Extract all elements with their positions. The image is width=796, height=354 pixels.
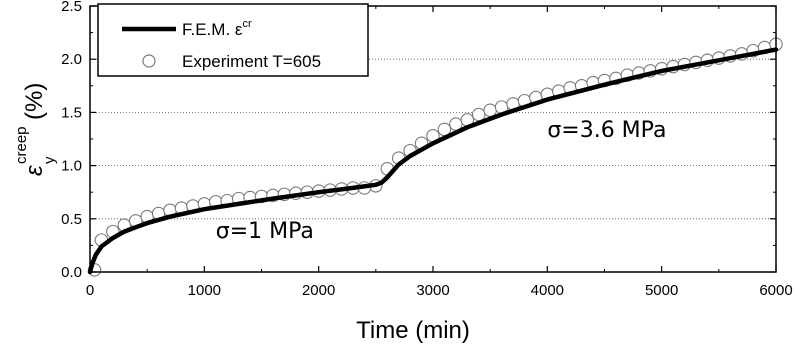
experiment-point <box>471 107 486 122</box>
legend-fem-label: F.E.M. εcr <box>182 18 252 39</box>
y-tick-label: 1.5 <box>61 104 82 121</box>
y-axis-subscript: y <box>41 156 58 164</box>
y-axis-title: ε y creep (%) <box>13 83 58 176</box>
x-tick-label: 6000 <box>759 282 792 299</box>
y-tick-label: 1.0 <box>61 158 82 175</box>
legend-marker-swatch <box>142 54 156 68</box>
y-axis-superscript: creep <box>13 126 30 164</box>
tick-labels: 0.0 0.5 1.0 1.5 2.0 2.5 0 1000 2000 3000 4000 5000 6… <box>61 0 793 299</box>
stress-annotation: σ=1 MPa <box>216 219 314 244</box>
legend-experiment-label: Experiment T=605 <box>182 52 321 71</box>
x-tick-label: 4000 <box>531 282 564 299</box>
stress-annotation: σ=3.6 MPa <box>547 118 666 143</box>
y-axis-epsilon: ε <box>21 165 48 176</box>
legend: F.E.M. εcr Experiment T=605 <box>97 3 369 77</box>
experiment-point <box>483 103 497 118</box>
x-axis-title: Time (min) <box>356 317 470 344</box>
x-tick-label: 3000 <box>416 282 449 299</box>
y-axis-unit: (%) <box>21 83 48 120</box>
y-tick-label: 2.0 <box>61 51 82 68</box>
fem-line <box>87 47 779 275</box>
x-tick-label: 2000 <box>302 282 335 299</box>
y-tick-label: 0.5 <box>61 211 82 228</box>
x-tick-label: 5000 <box>645 282 678 299</box>
legend-box <box>97 3 369 77</box>
x-tick-label: 1000 <box>188 282 221 299</box>
y-tick-label: 0.0 <box>61 264 82 281</box>
annotations: σ=1 MPa σ=3.6 MPa <box>216 118 667 244</box>
y-tick-label: 2.5 <box>61 0 82 15</box>
x-tick-label: 0 <box>86 282 94 299</box>
